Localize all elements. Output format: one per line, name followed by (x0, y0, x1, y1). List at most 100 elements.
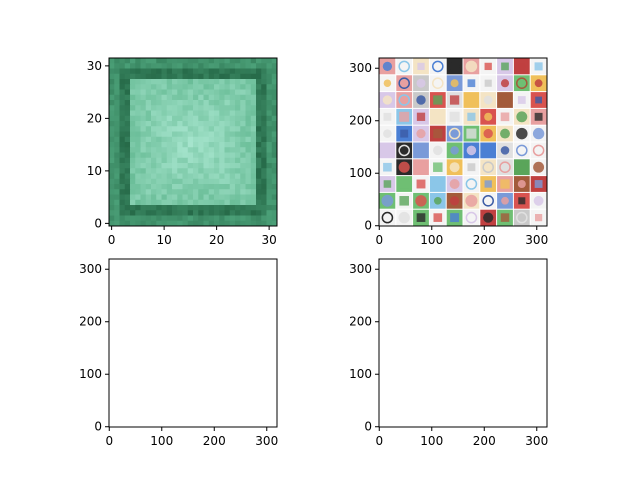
pixel (124, 105, 131, 111)
pixel (235, 121, 241, 127)
pixel (266, 215, 273, 222)
pixel (198, 220, 204, 227)
pixel (208, 126, 215, 132)
y-tick-label: 200 (349, 315, 372, 329)
pixel (250, 126, 257, 132)
pixel (261, 194, 267, 201)
pixel (119, 73, 126, 80)
pixel (271, 73, 278, 80)
pixel (166, 131, 173, 138)
pixel (161, 94, 168, 101)
pixel (124, 126, 131, 132)
pixel (224, 136, 231, 143)
pixel (229, 63, 236, 69)
pixel (219, 89, 225, 96)
pixel (219, 115, 225, 122)
pixel (193, 142, 199, 148)
pixel (161, 100, 168, 106)
pixel (224, 58, 231, 64)
pixel (203, 152, 210, 159)
pixel (156, 94, 162, 101)
pixel (271, 194, 278, 201)
pixel (271, 89, 278, 96)
pixel (124, 189, 131, 195)
pixel (214, 157, 220, 164)
pixel (140, 199, 147, 206)
pixel (219, 105, 225, 111)
pixel (266, 136, 273, 143)
tile-shape (499, 161, 511, 173)
pixel (203, 205, 210, 211)
pixel (193, 178, 199, 185)
pixel (187, 79, 194, 85)
pixel (266, 205, 273, 211)
tile-shape (465, 93, 478, 107)
pixel (166, 115, 173, 122)
pixel (140, 115, 147, 122)
pixel (250, 68, 257, 75)
pixel (198, 94, 204, 101)
pixel (161, 163, 168, 169)
pixel (135, 147, 141, 153)
pixel (182, 205, 189, 211)
pixel (151, 100, 157, 106)
pixel (109, 173, 115, 180)
pixel (119, 189, 126, 195)
pixel (109, 220, 115, 227)
pixel (235, 168, 241, 174)
pixel (130, 126, 136, 132)
pixel (114, 58, 120, 64)
pixel (245, 126, 252, 132)
pixel (224, 178, 231, 185)
pixel (145, 89, 152, 96)
pixel (240, 173, 246, 180)
pixel (177, 105, 183, 111)
pixel (145, 173, 152, 180)
pixel (193, 147, 199, 153)
pixel (166, 210, 173, 216)
pixel (229, 163, 236, 169)
pixel (203, 115, 210, 122)
pixel (187, 205, 194, 211)
pixel (177, 163, 183, 169)
pixel (193, 94, 199, 101)
tile-shape (501, 62, 509, 71)
pixel (161, 115, 168, 122)
pixel (193, 136, 199, 143)
pixel (135, 152, 141, 159)
pixel (250, 199, 257, 206)
pixel (250, 157, 257, 164)
pixel (235, 199, 241, 206)
pixel (140, 220, 147, 227)
pixel (140, 173, 147, 180)
pixel (145, 84, 152, 90)
pixel (156, 184, 162, 190)
pixel (219, 215, 225, 222)
pixel (151, 220, 157, 227)
pixel (161, 205, 168, 211)
tile-shape (415, 195, 427, 207)
pixel (166, 194, 173, 201)
pixel (224, 73, 231, 80)
pixel (235, 94, 241, 101)
pixel (214, 184, 220, 190)
pixel (119, 173, 126, 180)
x-tick-label: 300 (255, 434, 278, 448)
pixel (114, 100, 120, 106)
pixel (219, 194, 225, 201)
pixel (130, 142, 136, 148)
pixel (240, 110, 246, 117)
pixel (214, 79, 220, 85)
pixel (240, 73, 246, 80)
pixel (229, 205, 236, 211)
pixel (208, 58, 215, 64)
pixel (240, 210, 246, 216)
pixel (145, 142, 152, 148)
pixel (271, 163, 278, 169)
tile-shape (533, 195, 544, 206)
pixel (245, 220, 252, 227)
pixel (182, 126, 189, 132)
axes-frame (108, 258, 278, 428)
pixel (266, 199, 273, 206)
pixel (256, 152, 262, 159)
